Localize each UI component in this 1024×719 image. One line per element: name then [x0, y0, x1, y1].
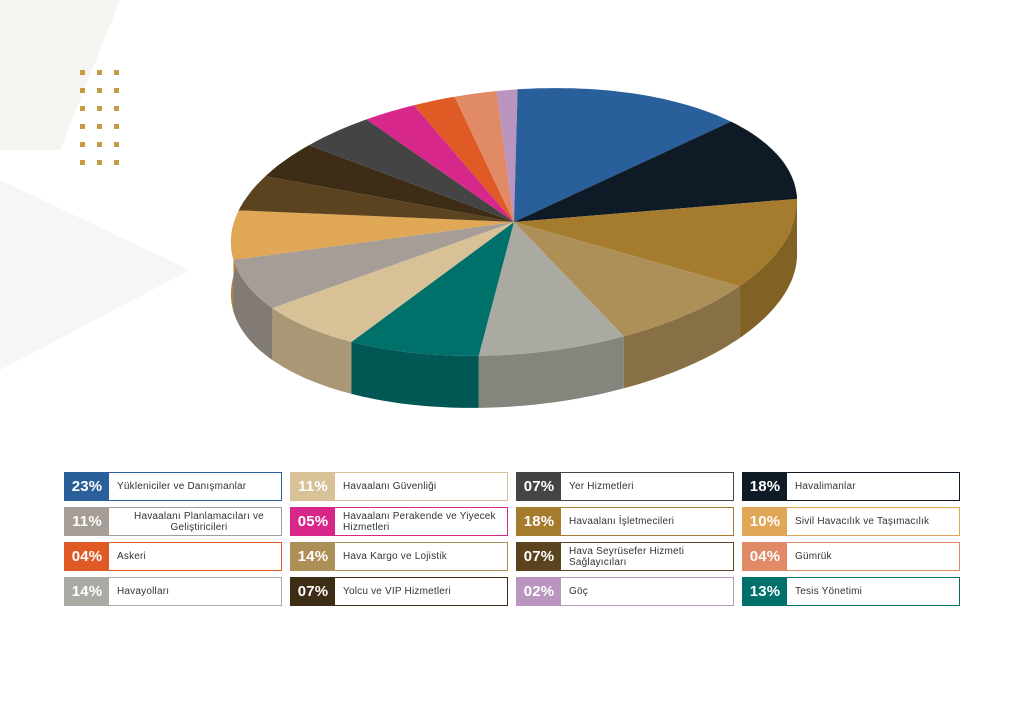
pie-slice-gumruk [454, 91, 514, 222]
legend-item-goc: 02% Göç [516, 577, 734, 606]
decor-dot [97, 160, 102, 165]
legend-label: Havalimanlar [795, 481, 856, 492]
pie-slice-goc [496, 89, 518, 222]
pie-chart [230, 88, 798, 408]
legend-item-gumruk: 04% Gümrük [742, 542, 960, 571]
legend-label: Göç [569, 586, 588, 597]
decor-dot [114, 88, 119, 93]
legend-item-havaalani-isletmecileri: 18% Havaalanı İşletmecileri [516, 507, 734, 536]
legend-label: Gümrük [795, 551, 832, 562]
legend-percent: 02% [517, 578, 561, 605]
legend-label: Sivil Havacılık ve Taşımacılık [795, 516, 930, 527]
pie-top-face [230, 88, 798, 356]
legend-percent: 14% [65, 578, 109, 605]
legend-percent: 13% [743, 578, 787, 605]
decor-dot [97, 124, 102, 129]
decor-dot [114, 160, 119, 165]
legend-item-sivil-havacilik-ve-tasimacilik: 10% Sivil Havacılık ve Taşımacılık [742, 507, 960, 536]
legend-percent: 07% [291, 578, 335, 605]
pie-side-havayollari [478, 336, 624, 408]
pie-slice-havaalani-guvenligi [272, 222, 514, 342]
decor-dot [80, 124, 85, 129]
decor-dot [97, 70, 102, 75]
legend-item-hava-seyrusefer-hizmeti-saglayicilari: 07% Hava Seyrüsefer Hizmeti Sağlayıcıları [516, 542, 734, 571]
legend-percent: 07% [517, 473, 561, 500]
pie-slice-yukleniciler-ve-danismanlar [514, 88, 731, 222]
legend-item-askeri: 04% Askeri [64, 542, 282, 571]
pie-side-havaalani-guvenligi [272, 308, 352, 394]
decor-dot [80, 70, 85, 75]
pie-side-tesis-yonetimi [351, 341, 479, 408]
legend-percent: 14% [291, 543, 335, 570]
legend-label: Yükleniciler ve Danışmanlar [117, 481, 247, 492]
legend-item-havaalani-perakende-ve-yiyecek-hizmetleri: 05% Havaalanı Perakende ve Yiyecek Hizmet… [290, 507, 508, 536]
legend-item-hava-kargo-ve-lojistik: 14% Hava Kargo ve Lojistik [290, 542, 508, 571]
legend-item-yukleniciler-ve-danismanlar: 23% Yükleniciler ve Danışmanlar [64, 472, 282, 501]
decor-dot [97, 142, 102, 147]
pie-slice-yer-hizmetleri [309, 119, 514, 222]
legend-percent: 11% [291, 473, 335, 500]
decor-dot [97, 88, 102, 93]
decor-dot [80, 142, 85, 147]
pie-slice-havaalani-isletmecileri [514, 198, 798, 287]
legend-item-yer-hizmetleri: 07% Yer Hizmetleri [516, 472, 734, 501]
legend-item-tesis-yonetimi: 13% Tesis Yönetimi [742, 577, 960, 606]
legend-item-yolcu-ve-vip-hizmetleri: 07% Yolcu ve VIP Hizmetleri [290, 577, 508, 606]
legend-label: Yolcu ve VIP Hizmetleri [343, 586, 451, 597]
legend-label: Askeri [117, 551, 146, 562]
pie-slice-yolcu-ve-vip-hizmetleri [265, 145, 514, 222]
legend-label: Havaalanı Planlamacıları ve Geliştiricil… [134, 510, 264, 533]
decor-dot [97, 106, 102, 111]
legend-item-havayollari: 14% Havayolları [64, 577, 282, 606]
pie-slice-hava-kargo-ve-lojistik [514, 222, 740, 337]
pie-slice-hava-seyrusefer-hizmeti-saglayicilari [238, 176, 515, 222]
legend-label: Havaalanı Perakende ve Yiyecek Hizmetler… [343, 510, 496, 533]
legend-percent: 18% [517, 508, 561, 535]
decor-dot [114, 124, 119, 129]
pie-slice-tesis-yonetimi [351, 222, 514, 356]
legend-percent: 05% [291, 508, 335, 535]
pie-slice-havaalani-perakende-ve-yiyecek-hizmetleri [366, 105, 514, 222]
legend-percent: 10% [743, 508, 787, 535]
decor-dot [114, 142, 119, 147]
legend-percent: 04% [743, 543, 787, 570]
legend-percent: 07% [517, 543, 561, 570]
legend-label: Havaalanı Güvenliği [343, 481, 437, 492]
pie-slice-sivil-havacilik-ve-tasimacilik [230, 210, 514, 260]
decor-dot [80, 106, 85, 111]
decor-dot [114, 70, 119, 75]
legend: 23% Yükleniciler ve Danışmanlar 11% Havaala… [64, 472, 960, 606]
dot-grid-decoration [76, 66, 132, 176]
pie-side-walls [230, 152, 798, 408]
legend-item-havaalani-guvenligi: 11% Havaalanı Güvenliği [290, 472, 508, 501]
legend-percent: 11% [65, 508, 109, 535]
pie-slice-havalimanlar [514, 121, 797, 222]
pie-side-havaalani-planlamacilari-ve-gelistiricileri [233, 259, 273, 361]
pie-side-havaalani-isletmecileri [739, 198, 798, 339]
legend-item-havalimanlar: 18% Havalimanlar [742, 472, 960, 501]
decor-dot [80, 88, 85, 93]
legend-percent: 18% [743, 473, 787, 500]
background-decoration [0, 0, 190, 370]
legend-item-havaalani-planlamacilari-ve-gelistiricileri: 11% Havaalanı Planlamacıları ve Geliştiri… [64, 507, 282, 536]
legend-label: Yer Hizmetleri [569, 481, 634, 492]
decor-dot [114, 106, 119, 111]
pie-slice-askeri [414, 96, 514, 222]
pie-side-hava-kargo-ve-lojistik [623, 286, 740, 389]
legend-label: Tesis Yönetimi [795, 586, 863, 597]
legend-label: Havaalanı İşletmecileri [569, 516, 675, 527]
decor-dot [80, 160, 85, 165]
legend-percent: 23% [65, 473, 109, 500]
pie-slice-havayollari [478, 222, 624, 356]
legend-label: Hava Kargo ve Lojistik [343, 551, 447, 562]
legend-percent: 04% [65, 543, 109, 570]
legend-label: Havayolları [117, 586, 170, 597]
legend-label: Hava Seyrüsefer Hizmeti Sağlayıcıları [569, 545, 685, 568]
pie-slice-havaalani-planlamacilari-ve-gelistiricileri [233, 222, 514, 309]
